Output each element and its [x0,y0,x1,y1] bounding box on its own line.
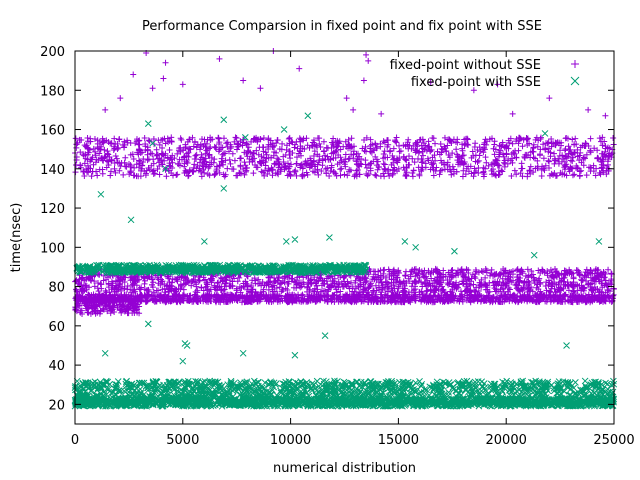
y-tick-label: 180 [40,84,65,99]
y-tick-label: 40 [48,359,65,374]
legend-label: fixed-point without SSE [390,58,541,73]
series-markers [71,112,618,410]
legend-marker [571,60,579,68]
x-tick-label: 5000 [166,433,199,448]
plot-points [71,48,618,410]
chart-title: Performance Comparsion in fixed point an… [142,19,542,34]
x-tick-label: 20000 [486,433,527,448]
y-tick-label: 20 [48,398,65,413]
y-tick-label: 200 [40,45,65,60]
series-2 [71,112,618,410]
legend: fixed-point without SSE fixed-point with … [390,58,580,90]
legend-label: fixed-point with SSE [411,75,541,90]
x-axis-label: numerical distribution [273,461,416,476]
y-axis-label: time(nsec) [9,203,24,273]
x-tick-label: 0 [71,433,79,448]
y-tick-label: 140 [40,163,65,178]
axis-ticks: 0 5000 10000 15000 20000 25000 20 40 60 80 100 120 1… [40,45,635,448]
y-tick-label: 160 [40,124,65,139]
legend-marker [570,76,580,86]
series-1 [72,48,617,317]
x-tick-label: 25000 [593,433,634,448]
x-tick-label: 15000 [378,433,419,448]
x-tick-label: 10000 [270,433,311,448]
y-tick-label: 60 [48,320,65,335]
plot-frame [74,50,615,425]
y-tick-label: 100 [40,241,65,256]
series-markers [72,48,617,317]
y-tick-label: 80 [48,281,65,296]
y-tick-label: 120 [40,202,65,217]
